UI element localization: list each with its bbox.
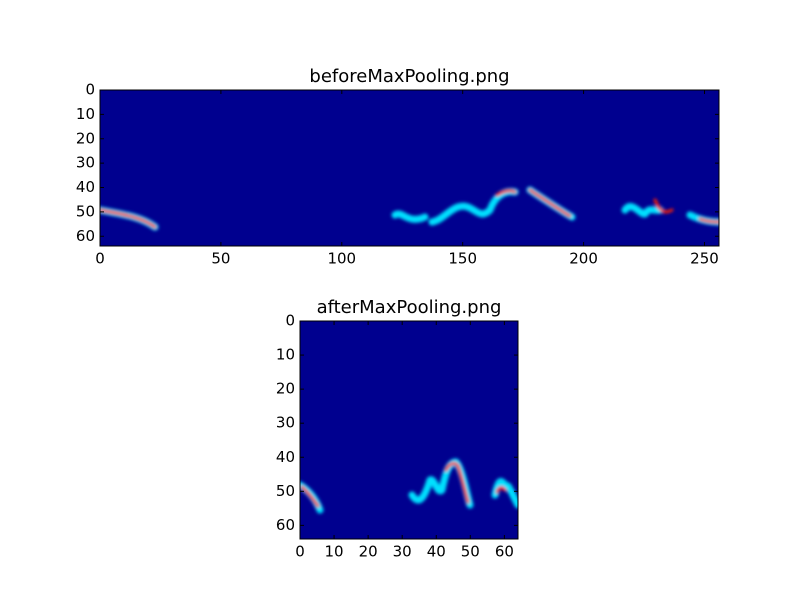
axes-title: beforeMaxPooling.png bbox=[309, 66, 509, 87]
axes: beforeMaxPooling.png 0 50 100 150 200 250 0 10 2… bbox=[76, 66, 720, 268]
y-tick-label: 0 bbox=[285, 312, 295, 330]
y-tick-label: 30 bbox=[276, 414, 295, 432]
x-tick-label: 60 bbox=[495, 543, 514, 561]
x-tick-label: 0 bbox=[295, 543, 305, 561]
x-tick-label: 50 bbox=[211, 250, 230, 268]
image-background bbox=[300, 321, 518, 539]
y-tick-label: 10 bbox=[276, 346, 295, 364]
y-tick-label: 10 bbox=[76, 105, 95, 123]
y-tick-label: 0 bbox=[85, 81, 95, 99]
x-tick-label: 10 bbox=[325, 543, 344, 561]
y-tick-label: 20 bbox=[76, 129, 95, 147]
x-tick-label: 0 bbox=[95, 250, 105, 268]
image-background bbox=[100, 90, 719, 246]
y-tick-label: 50 bbox=[276, 482, 295, 500]
image-features bbox=[100, 186, 719, 231]
y-tick-label: 30 bbox=[76, 154, 95, 172]
y-tick-label: 60 bbox=[76, 227, 95, 245]
x-tick-label: 250 bbox=[690, 250, 719, 268]
x-tick-label: 150 bbox=[448, 250, 477, 268]
x-tick-label: 40 bbox=[427, 543, 446, 561]
x-tick-label: 30 bbox=[393, 543, 412, 561]
x-tick-label: 50 bbox=[461, 543, 480, 561]
axes: afterMaxPooling.png 0 10 20 30 40 50 600102030… bbox=[276, 297, 519, 561]
y-tick-label: 60 bbox=[276, 516, 295, 534]
axes-title: afterMaxPooling.png bbox=[317, 297, 502, 318]
x-tick-label: 20 bbox=[359, 543, 378, 561]
axes-frame bbox=[99, 89, 720, 247]
x-tick-label: 200 bbox=[569, 250, 598, 268]
image-features bbox=[300, 458, 518, 514]
y-tick-label: 40 bbox=[276, 448, 295, 466]
y-tick-label: 50 bbox=[76, 202, 95, 220]
y-tick-label: 20 bbox=[276, 380, 295, 398]
y-tick-label: 40 bbox=[76, 178, 95, 196]
x-tick-label: 100 bbox=[327, 250, 356, 268]
axes-frame bbox=[299, 320, 519, 540]
